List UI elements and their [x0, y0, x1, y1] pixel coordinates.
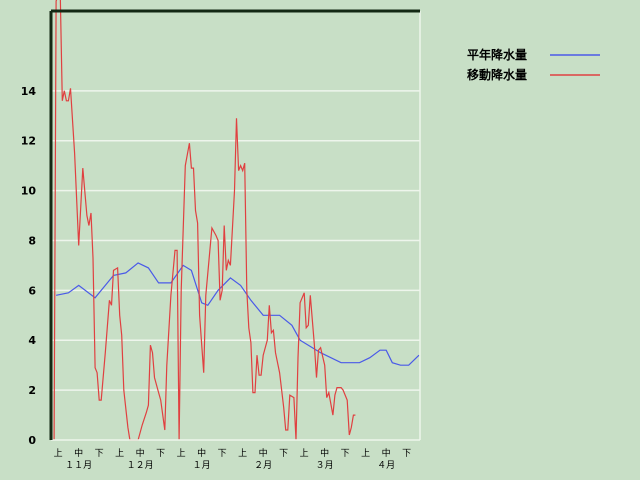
y-tick-label: 8	[28, 234, 36, 247]
x-period-label: 上	[300, 448, 309, 459]
plot-frame	[49, 9, 421, 441]
legend-label-moving: 移動降水量	[467, 67, 527, 82]
x-period-label: 下	[95, 449, 104, 459]
y-tick-label: 10	[21, 185, 37, 198]
legend: 平年降水量 移動降水量	[467, 47, 600, 82]
x-period-label: 中	[74, 447, 83, 459]
x-month-label: ３月	[316, 460, 334, 471]
x-period-label: 下	[218, 449, 227, 459]
x-month-label: １月	[193, 460, 211, 471]
x-month-label: １１月	[65, 460, 92, 471]
x-period-label: 下	[402, 449, 411, 459]
y-tick-label: 0	[28, 434, 36, 447]
legend-label-normal: 平年降水量	[467, 47, 527, 62]
x-period-label: 上	[115, 448, 124, 459]
x-period-label: 中	[259, 447, 268, 459]
x-period-label: 下	[341, 449, 350, 459]
y-tick-label: 6	[28, 284, 36, 297]
x-axis-ticks: 上中下上中下上中下上中下上中下上中下１１月 １２月 １月 ２月 ３月 ４月	[54, 447, 412, 471]
x-period-label: 上	[177, 448, 186, 459]
y-tick-label: 12	[21, 135, 36, 148]
x-period-label: 上	[361, 448, 370, 459]
x-month-label: ２月	[254, 460, 272, 471]
x-month-label: １２月	[127, 460, 154, 471]
x-period-label: 下	[156, 449, 165, 459]
x-period-label: 上	[238, 448, 247, 459]
y-axis-ticks: 0 2 4 6 8 10 12 14	[21, 85, 37, 447]
x-month-label: ４月	[377, 460, 395, 471]
series-line-1	[53, 0, 356, 441]
y-tick-label: 4	[28, 334, 36, 347]
x-period-label: 中	[382, 447, 391, 459]
x-period-label: 中	[320, 447, 329, 459]
x-period-label: 下	[279, 449, 288, 459]
x-period-label: 中	[197, 447, 206, 459]
y-tick-label: 14	[21, 85, 37, 98]
series-lines	[53, 0, 420, 441]
x-period-label: 上	[54, 448, 63, 459]
series-line-0	[55, 262, 420, 366]
y-tick-label: 2	[28, 384, 36, 397]
x-period-label: 中	[136, 447, 145, 459]
